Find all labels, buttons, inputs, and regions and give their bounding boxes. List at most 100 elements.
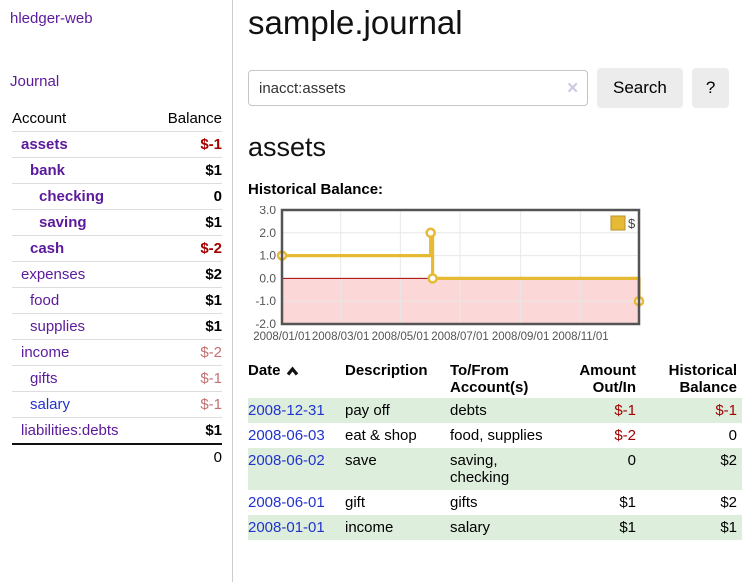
accounts-total-value: 0 (213, 449, 222, 466)
account-link[interactable]: supplies (30, 318, 86, 335)
account-link[interactable]: income (21, 344, 70, 361)
help-button[interactable]: ? (691, 68, 730, 108)
chart-label: Historical Balance: (248, 181, 384, 198)
search-input[interactable] (248, 70, 588, 106)
account-row: saving $1 (12, 210, 222, 236)
svg-text:-2.0: -2.0 (255, 317, 276, 331)
account-row: gifts $-1 (12, 366, 222, 392)
transaction-row: 2008-01-01 income salary $1 $1 (248, 515, 742, 540)
svg-text:3.0: 3.0 (259, 206, 276, 217)
description-column-header: Description (345, 362, 428, 379)
account-row: bank $1 (12, 158, 222, 184)
legend-label: $ (628, 216, 636, 231)
transaction-amount: $1 (619, 494, 636, 511)
account-balance: $-1 (200, 136, 222, 153)
transaction-row: 2008-06-01 gift gifts $1 $2 (248, 490, 742, 515)
transaction-balance: $1 (720, 519, 737, 536)
transaction-description: pay off (345, 402, 390, 419)
account-balance: $-2 (200, 344, 222, 361)
transaction-date-link[interactable]: 2008-06-03 (248, 427, 325, 444)
transaction-balance: $-1 (715, 402, 737, 419)
transaction-row: 2008-06-02 save saving, checking 0 $2 (248, 448, 742, 490)
account-link[interactable]: checking (39, 188, 105, 205)
transactions-table: Date Description To/From Account(s) Amou… (248, 360, 742, 540)
account-link[interactable]: liabilities:debts (21, 422, 119, 439)
account-link[interactable]: gifts (30, 370, 58, 387)
account-row: expenses $2 (12, 262, 222, 288)
sort-ascending-icon (286, 366, 298, 376)
account-balance: $-2 (200, 240, 222, 257)
app-title-link[interactable]: hledger-web (10, 10, 93, 27)
amount-column-header: Amount Out/In (579, 362, 636, 396)
search-form: ✕ Search ? (248, 68, 742, 108)
transaction-balance: 0 (728, 427, 737, 444)
clear-search-icon[interactable]: ✕ (566, 80, 579, 97)
transaction-amount: $-1 (614, 402, 636, 419)
account-link[interactable]: saving (39, 214, 87, 231)
transaction-accounts: salary (450, 519, 491, 536)
account-row: checking 0 (12, 184, 222, 210)
accounts-table: Account Balance assets $-1 bank $1 check… (12, 106, 222, 470)
transaction-description: income (345, 519, 394, 536)
accounts-column-header: To/From Account(s) (450, 362, 529, 396)
sidebar-item-journal[interactable]: Journal (10, 73, 60, 90)
svg-text:2008/11/01: 2008/11/01 (552, 331, 609, 343)
legend-swatch (610, 215, 626, 231)
account-link[interactable]: expenses (21, 266, 86, 283)
account-balance: $1 (205, 162, 222, 179)
account-balance: $-1 (200, 370, 222, 387)
account-link[interactable]: bank (30, 162, 66, 179)
data-point (427, 273, 438, 284)
account-link[interactable]: food (30, 292, 60, 309)
balance-column-header: Balance (167, 110, 222, 127)
search-input-wrap: ✕ (248, 70, 588, 106)
transactions-table-header: Date Description To/From Account(s) Amou… (248, 360, 742, 398)
account-link[interactable]: salary (30, 396, 71, 413)
svg-text:2.0: 2.0 (259, 226, 276, 240)
account-balance: $1 (205, 318, 222, 335)
transaction-date-link[interactable]: 2008-01-01 (248, 519, 325, 536)
transaction-balance: $2 (720, 452, 737, 469)
transaction-date-link[interactable]: 2008-06-02 (248, 452, 325, 469)
account-row: supplies $1 (12, 314, 222, 340)
account-link[interactable]: cash (30, 240, 65, 257)
svg-text:2008/09/01: 2008/09/01 (492, 331, 550, 343)
account-row: income $-2 (12, 340, 222, 366)
account-link[interactable]: assets (21, 136, 68, 153)
transaction-description: gift (345, 494, 366, 511)
account-balance: $-1 (200, 396, 222, 413)
account-balance: $1 (205, 214, 222, 231)
transaction-date-link[interactable]: 2008-12-31 (248, 402, 325, 419)
transaction-row: 2008-12-31 pay off debts $-1 $-1 (248, 398, 742, 423)
accounts-table-header: Account Balance (12, 106, 222, 132)
balance-column-header-main: Historical Balance (668, 362, 737, 396)
main-pane: sample.journal ✕ Search ? assets Histori… (234, 0, 742, 582)
svg-text:2008/07/01: 2008/07/01 (431, 331, 489, 343)
transaction-description: save (345, 452, 377, 469)
transaction-amount: $1 (619, 519, 636, 536)
transaction-amount: 0 (627, 452, 636, 469)
svg-text:2008/05/01: 2008/05/01 (372, 331, 430, 343)
svg-text:2008/03/01: 2008/03/01 (312, 331, 370, 343)
transaction-amount: $-2 (614, 427, 636, 444)
account-row: salary $-1 (12, 392, 222, 418)
svg-text:2008/01/01: 2008/01/01 (253, 331, 311, 343)
date-column-header[interactable]: Date (248, 360, 345, 398)
transaction-accounts: food, supplies (450, 427, 543, 444)
sidebar: hledger-web Journal Account Balance asse… (0, 0, 233, 582)
account-balance: $1 (205, 292, 222, 309)
accounts-total-row: 0 (12, 445, 222, 470)
transaction-row: 2008-06-03 eat & shop food, supplies $-2… (248, 423, 742, 448)
account-row: liabilities:debts $1 (12, 418, 222, 445)
search-button[interactable]: Search (597, 68, 683, 108)
page-title: sample.journal (248, 4, 463, 41)
account-row: cash $-2 (12, 236, 222, 262)
transaction-date-link[interactable]: 2008-06-01 (248, 494, 325, 511)
svg-text:1.0: 1.0 (259, 249, 276, 263)
account-heading: assets (248, 132, 327, 162)
balance-chart: 3.0 2.0 1.0 0.0 -1.0 -2.0 2008/01/01 2008/03/01… (248, 206, 648, 346)
account-balance: $1 (205, 422, 222, 439)
data-point (425, 227, 436, 239)
